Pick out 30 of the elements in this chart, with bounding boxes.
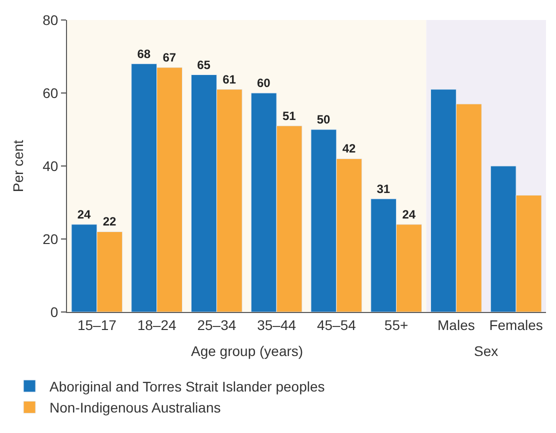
- x-tick-label: 55+: [384, 316, 408, 333]
- legend-label: Non-Indigenous Australians: [50, 400, 221, 416]
- x-tick-label: 35–44: [257, 316, 296, 333]
- x-tick-label: 45–54: [316, 316, 356, 333]
- y-tick-label: 20: [42, 230, 58, 247]
- data-label: 24: [402, 207, 416, 222]
- data-label: 50: [316, 112, 331, 126]
- data-label: 24: [77, 207, 92, 222]
- data-label: 42: [342, 142, 356, 156]
- band-label: Sex: [474, 343, 498, 359]
- data-label: 61: [222, 72, 236, 86]
- data-label: 51: [282, 108, 296, 123]
- y-axis-title: Per cent: [10, 140, 26, 192]
- band-label: Age group (years): [191, 343, 304, 359]
- data-label: 22: [102, 214, 116, 229]
- y-tick-label: 40: [42, 158, 58, 174]
- data-label: 65: [197, 58, 211, 72]
- legend-label: Aboriginal and Torres Strait Islander peoples: [50, 378, 325, 394]
- data-label: 68: [137, 46, 151, 61]
- x-tick-label: Females: [489, 316, 543, 333]
- data-label: 67: [162, 50, 176, 64]
- x-tick-label: 25–34: [197, 316, 236, 333]
- y-tick-label: 80: [42, 12, 58, 28]
- data-label: 60: [257, 76, 271, 90]
- x-tick-label: Males: [438, 316, 475, 333]
- y-tick-label: 60: [42, 84, 58, 101]
- x-tick-label: 18–24: [137, 316, 176, 333]
- data-label: 31: [376, 182, 390, 196]
- y-tick-label: 0: [50, 304, 58, 320]
- x-tick-label: 15–17: [77, 316, 117, 333]
